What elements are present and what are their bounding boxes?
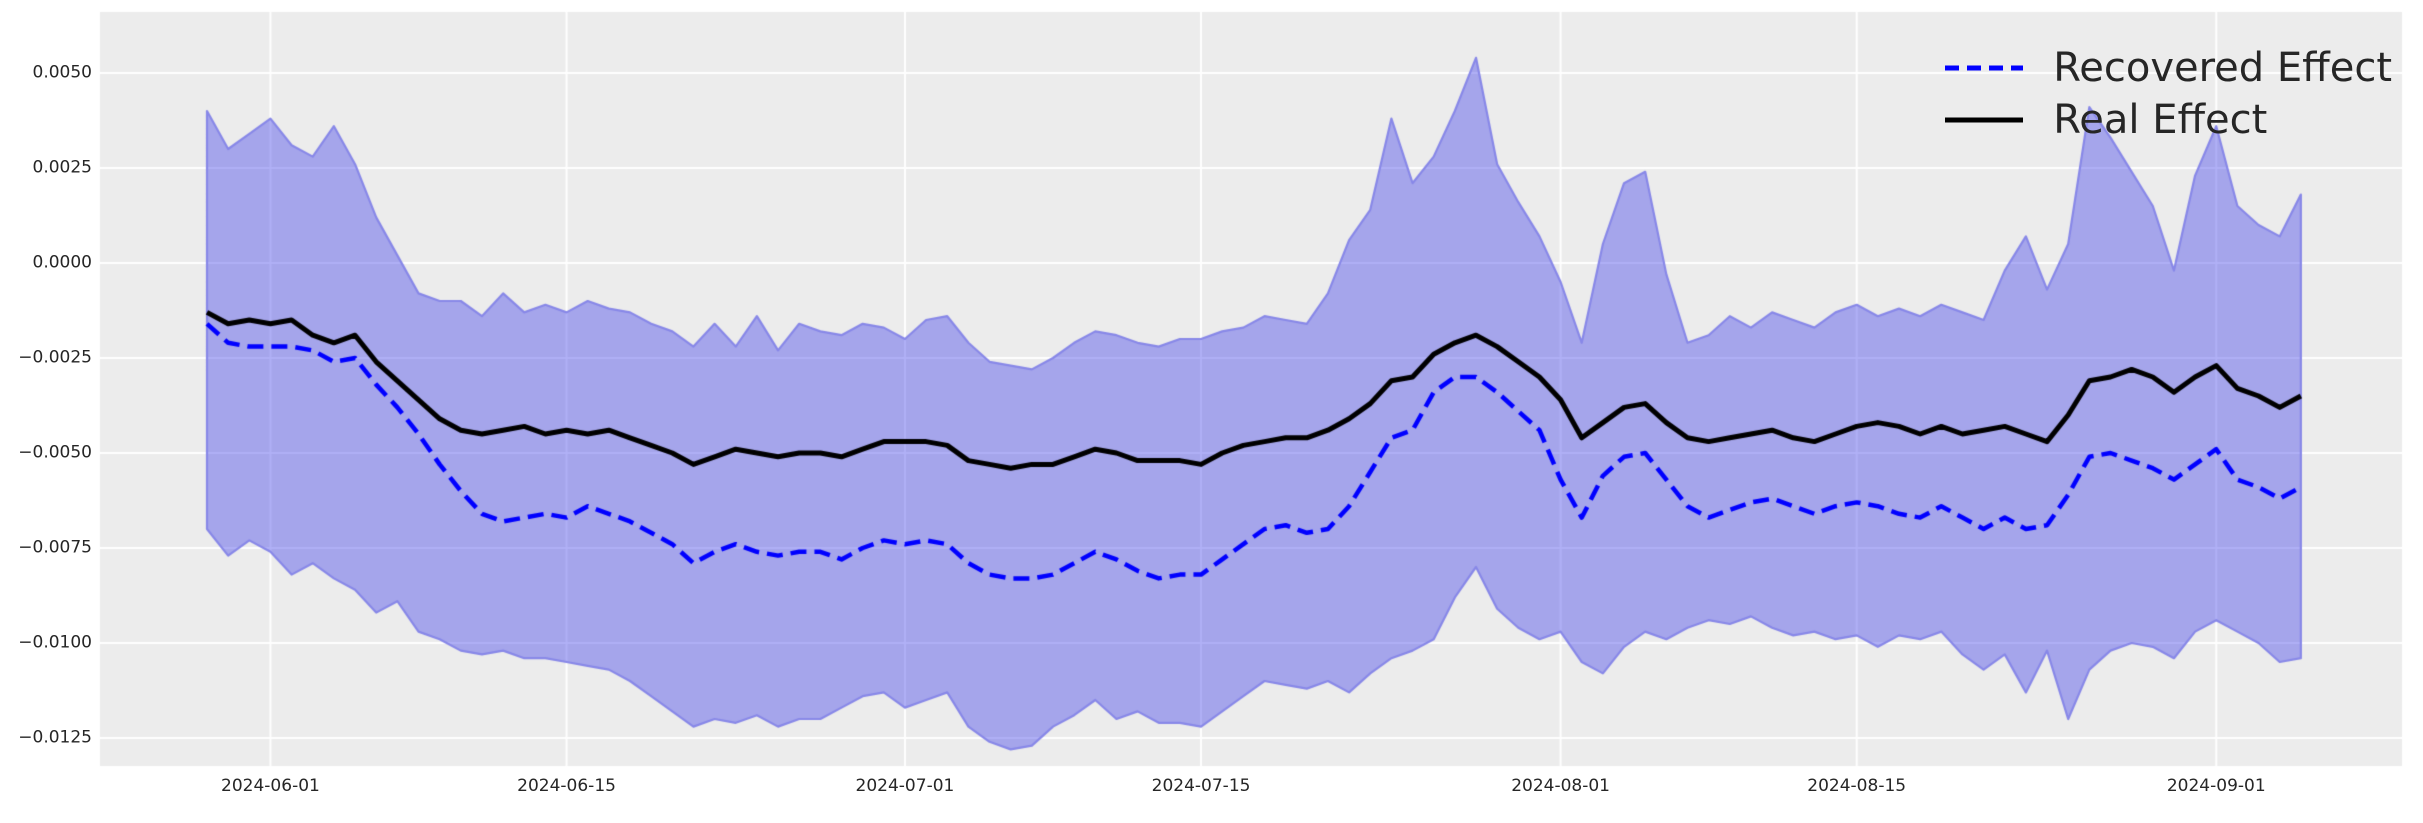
x-tick-label: 2024-08-15 <box>1807 776 1907 796</box>
y-tick-label: −0.0125 <box>18 727 92 748</box>
legend-label-recovered-effect: Recovered Effect <box>2053 45 2392 91</box>
y-tick-label: −0.0075 <box>18 537 92 558</box>
x-tick-label: 2024-06-01 <box>221 776 320 796</box>
x-tick-label: 2024-07-15 <box>1151 776 1251 796</box>
solid-line-icon <box>1945 117 2024 123</box>
legend: Recovered Effect Real Effect <box>1945 42 2392 146</box>
y-tick-label: −0.0100 <box>18 632 92 653</box>
x-tick-label: 2024-07-01 <box>855 776 955 796</box>
x-tick-label: 2024-09-01 <box>2166 776 2266 796</box>
y-tick-label: 0.0025 <box>32 157 92 178</box>
y-tick-label: 0.0050 <box>32 62 92 83</box>
y-tick-label: −0.0050 <box>18 442 92 463</box>
legend-label-real-effect: Real Effect <box>2053 97 2268 143</box>
x-tick-label: 2024-06-15 <box>517 776 616 796</box>
y-tick-label: 0.0000 <box>32 252 92 273</box>
dashed-line-icon <box>1945 65 2024 71</box>
legend-item-recovered-effect: Recovered Effect <box>1945 42 2392 94</box>
x-tick-label: 2024-08-01 <box>1511 776 1610 796</box>
legend-item-real-effect: Real Effect <box>1945 94 2392 146</box>
y-tick-label: −0.0025 <box>18 347 92 368</box>
